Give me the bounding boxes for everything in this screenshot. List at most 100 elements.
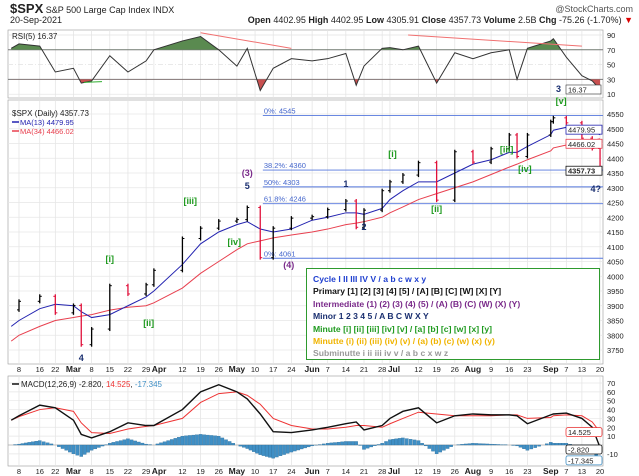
macd-histogram-bar: [75, 444, 80, 456]
price-last-ma34: 4466.02: [568, 140, 595, 149]
wave-label: (4): [283, 260, 294, 270]
x-tick-label: 8: [17, 467, 21, 476]
macd-histogram-bar: [20, 443, 25, 446]
x-tick-label: 22: [51, 467, 59, 476]
separator: ,: [102, 380, 106, 389]
wave-label: 5: [245, 181, 250, 191]
macd-histogram-bar: [485, 443, 490, 446]
low-value: 4305.91: [386, 15, 420, 25]
macd-histogram-bar: [242, 444, 246, 448]
x-tick-label: 12: [178, 467, 186, 476]
close-label: Close: [421, 15, 447, 25]
price-title: $SPX (Daily) 4357.73: [12, 109, 89, 118]
x-tick-label: 19: [432, 365, 440, 374]
macd-histogram-bar: [336, 442, 341, 446]
rsi-trendline: [83, 81, 103, 83]
price-tick-label: 4400: [607, 154, 624, 163]
x-tick-label: 23: [523, 467, 531, 476]
x-tick-label: 7: [564, 467, 568, 476]
macd-histogram-bar: [17, 443, 21, 446]
price-tick-label: 4550: [607, 110, 624, 119]
macd-histogram-bar: [373, 444, 377, 446]
down-triangle-icon: ▼: [624, 15, 633, 25]
x-tick-label: 21: [360, 365, 368, 374]
macd-histogram-bar: [285, 444, 290, 454]
wave-legend: Cycle I II III IV V / a b c w x y Primary…: [306, 268, 600, 360]
x-tick-label: Apr: [152, 466, 167, 476]
x-tick-label: 8: [17, 365, 21, 374]
rsi-tick-label: 90: [607, 31, 615, 40]
x-tick-label: Mar: [66, 364, 82, 374]
macd-histogram-bar: [31, 441, 35, 446]
x-tick-label: 16: [36, 365, 44, 374]
low-label: Low: [365, 15, 384, 25]
fib-label: 61.8%: 4246: [264, 195, 306, 204]
rsi-last-value: 16.37: [568, 85, 587, 94]
macd-last-box: [565, 427, 603, 438]
legend-row: Intermediate (1) (2) (3) (4) (5) / (A) (…: [313, 298, 521, 309]
macd-histogram-bar: [463, 443, 468, 446]
macd-histogram-bar: [420, 443, 424, 446]
x-tick-label: 10: [251, 467, 259, 476]
macd-tick-label: 50: [607, 397, 615, 406]
x-tick-label: 26: [451, 365, 459, 374]
macd-histogram-bar: [64, 444, 68, 451]
ma13-legend: MA(13) 4479.95: [20, 118, 74, 127]
x-tick-label: 12: [414, 467, 422, 476]
x-tick-label: 16: [36, 467, 44, 476]
wave-label: [iv]: [228, 237, 242, 247]
legend-row: Subminutte i ii iii iv v / a b c x w z: [313, 348, 449, 359]
macd-histogram-bar: [405, 438, 409, 446]
ohlc-summary: Open 4402.95 High 4402.95 Low 4305.91 Cl…: [248, 15, 633, 25]
macd-histogram-bar: [394, 438, 399, 446]
macd-histogram-bar: [115, 441, 119, 446]
x-tick-label: 7: [564, 365, 568, 374]
x-tick-label: 8: [90, 467, 94, 476]
macd-histogram-bar: [351, 441, 355, 446]
macd-histogram-bar: [206, 434, 210, 446]
legend-row: Minor 1 2 3 4 5 / A B C W X Y: [313, 311, 429, 322]
wave-label: [i]: [388, 149, 397, 159]
price-tick-label: 3800: [607, 331, 624, 340]
macd-histogram-bar: [384, 441, 388, 446]
macd-last-box: [565, 444, 603, 455]
macd-histogram-bar: [238, 444, 243, 447]
price-tick-label: 3750: [607, 346, 624, 355]
macd-histogram-bar: [496, 444, 501, 446]
macd-histogram-bar: [412, 439, 417, 446]
x-tick-label: Aug: [465, 466, 482, 476]
macd-histogram-bar: [369, 444, 374, 448]
macd-histogram-bar: [209, 435, 214, 446]
price-tick-label: 4250: [607, 199, 624, 208]
price-tick-label: 4500: [607, 125, 624, 134]
x-tick-label: 24: [287, 467, 295, 476]
volume-label: Volume: [483, 15, 516, 25]
fib-label: 50%: 4303: [264, 178, 300, 187]
macd-histogram-bar: [518, 444, 523, 448]
rsi-tick-label: 10: [607, 90, 615, 99]
x-tick-label: Mar: [66, 466, 82, 476]
legend-row: Minute [i] [ii] [iii] [iv] [v] / [a] [b]…: [313, 323, 493, 334]
macd-histogram-bar: [155, 443, 160, 446]
macd-histogram-bar: [427, 444, 432, 449]
x-tick-label: 13: [578, 467, 586, 476]
wave-label: [ii]: [143, 318, 154, 328]
macd-histogram-bar: [310, 444, 314, 447]
macd-histogram-bar: [162, 441, 167, 446]
macd-tick-label: 20: [607, 423, 615, 432]
macd-histogram-bar: [434, 444, 439, 455]
macd-histogram-bar: [187, 435, 192, 446]
macd-last-box: [565, 455, 603, 466]
price-last-box-ma34: [565, 138, 603, 149]
panel-frame-2: [7, 375, 604, 467]
price-tick-label: 4050: [607, 258, 624, 267]
x-tick-label: 28: [378, 365, 386, 374]
macd-histogram-bar: [482, 443, 486, 446]
macd-histogram-bar: [198, 434, 203, 446]
rsi-trendline: [408, 34, 582, 47]
chg-label: Chg: [539, 15, 557, 25]
macd-tick-label: -10: [607, 450, 618, 459]
macd-histogram-bar: [431, 444, 435, 452]
x-tick-label: May: [229, 364, 246, 374]
